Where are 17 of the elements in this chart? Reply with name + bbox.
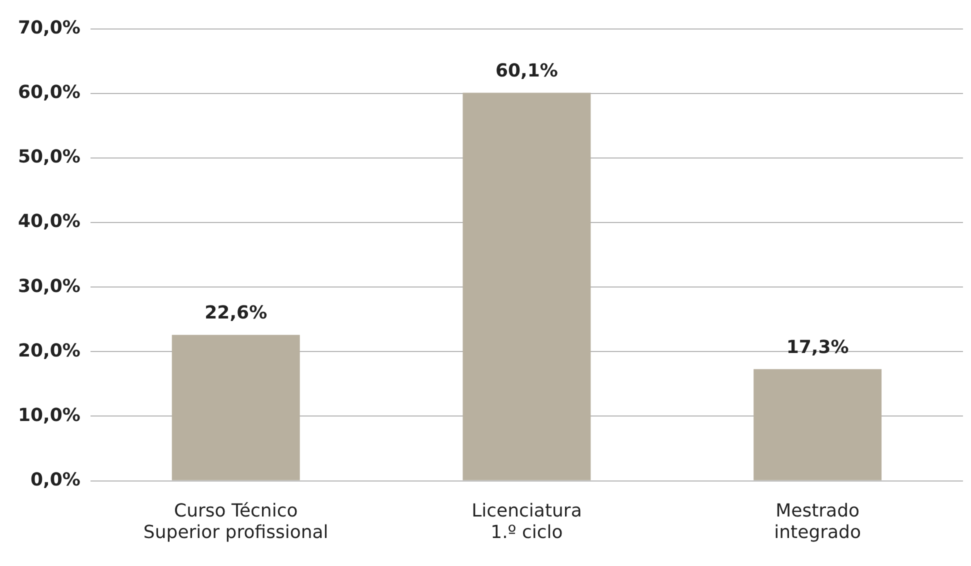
data-label: 17,3% [786,336,849,358]
y-tick-label: 50,0% [18,146,80,168]
bar [754,369,882,480]
x-tick-label: Curso Técnico Superior profissional [143,500,328,543]
x-tick-label: Licenciatura 1.º ciclo [472,500,582,543]
y-tick-label: 0,0% [30,469,80,490]
y-tick-label: 20,0% [18,340,80,362]
bar [462,92,591,480]
x-tick-label: Mestrado integrado [774,500,861,543]
y-tick-label: 30,0% [18,276,80,297]
y-tick-label: 40,0% [18,211,80,232]
y-tick-label: 60,0% [18,82,80,104]
data-label: 60,1% [495,60,558,82]
y-tick-label: 70,0% [18,17,80,38]
data-label: 22,6% [204,302,268,324]
bar [172,334,300,480]
y-tick-label: 10,0% [18,404,80,426]
